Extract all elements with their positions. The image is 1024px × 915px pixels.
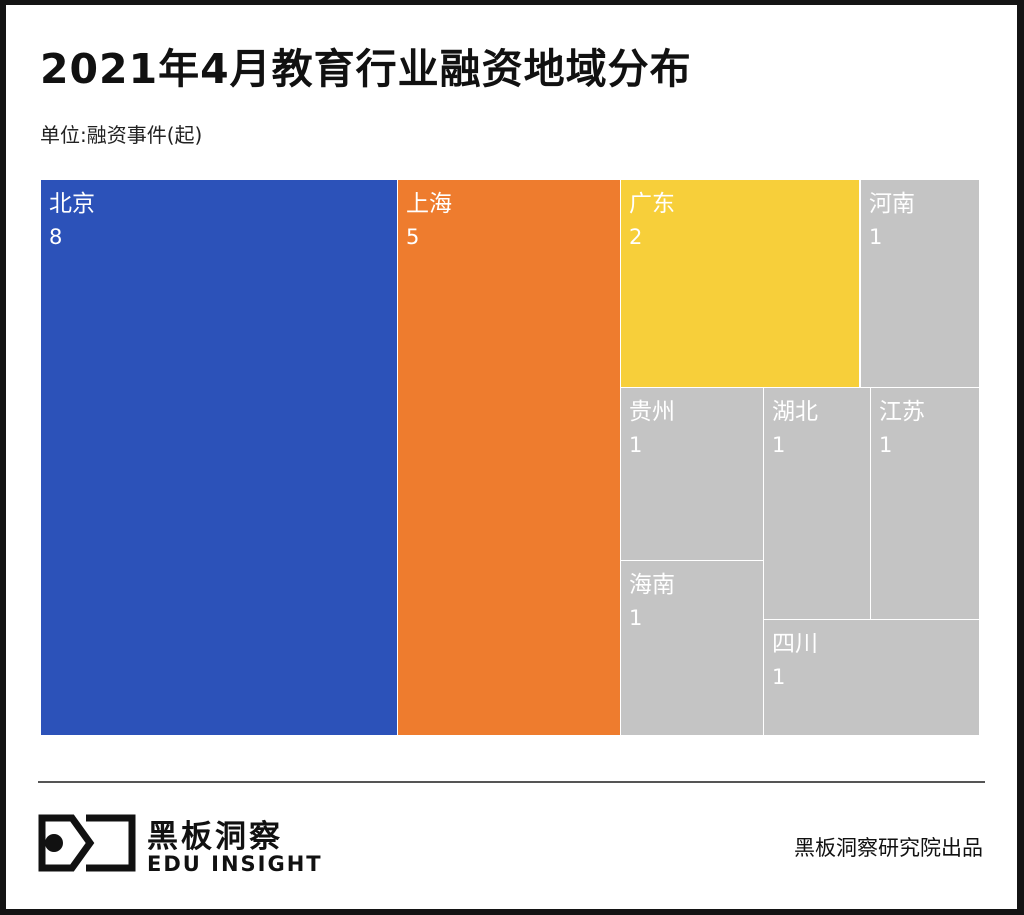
treemap-region-label: 四川	[772, 631, 818, 657]
treemap-region-label: 河南	[869, 191, 915, 217]
treemap-cell-9: 四川 1	[764, 620, 979, 735]
treemap-cell-5: 贵州 1	[621, 388, 763, 560]
treemap-cell-8: 海南 1	[621, 561, 763, 735]
treemap-rect	[41, 180, 397, 735]
footer-divider	[38, 781, 985, 783]
treemap-rect	[861, 180, 979, 387]
treemap-region-label: 江苏	[879, 399, 925, 425]
treemap-chart: 北京 8 上海 5 广东 2 河南 1 贵州 1 湖北 1 江苏 1 海南 1 四川 1	[41, 180, 979, 735]
treemap-value-label: 1	[629, 433, 642, 457]
treemap-region-label: 北京	[49, 191, 95, 217]
treemap-cell-1: 北京 8	[41, 180, 397, 735]
brand-name-en: EDU INSIGHT	[147, 852, 323, 876]
treemap-rect	[764, 388, 870, 619]
treemap-cell-4: 河南 1	[861, 180, 979, 387]
treemap-value-label: 1	[869, 225, 882, 249]
treemap-region-label: 贵州	[629, 399, 675, 425]
treemap-cell-3: 广东 2	[621, 180, 859, 387]
treemap-value-label: 1	[772, 665, 785, 689]
treemap-rect	[621, 180, 859, 387]
brand-name-cn: 黑板洞察	[147, 819, 283, 855]
treemap-value-label: 5	[406, 225, 419, 249]
treemap-rect	[398, 180, 620, 735]
treemap-rect	[871, 388, 979, 619]
treemap-value-label: 1	[772, 433, 785, 457]
unit-label: 单位:融资事件(起)	[40, 123, 203, 147]
infographic-card: 2021年4月教育行业融资地域分布 单位:融资事件(起) 北京 8 上海 5 广东 2 河南…	[6, 5, 1017, 909]
treemap-value-label: 8	[49, 225, 62, 249]
treemap-region-label: 海南	[629, 572, 675, 598]
treemap-cell-6: 湖北 1	[764, 388, 870, 619]
treemap-region-label: 上海	[406, 191, 452, 217]
chart-title: 2021年4月教育行业融资地域分布	[40, 45, 692, 93]
treemap-rect	[621, 561, 763, 735]
treemap-rect	[764, 620, 979, 735]
treemap-value-label: 2	[629, 225, 642, 249]
treemap-region-label: 湖北	[772, 399, 818, 425]
treemap-value-label: 1	[879, 433, 892, 457]
credit-text: 黑板洞察研究院出品	[794, 836, 983, 860]
treemap-cell-2: 上海 5	[398, 180, 620, 735]
treemap-value-label: 1	[629, 606, 642, 630]
edu-insight-logo-icon	[38, 814, 136, 872]
treemap-cell-7: 江苏 1	[871, 388, 979, 619]
treemap-rect	[621, 388, 763, 560]
treemap-region-label: 广东	[629, 191, 675, 217]
